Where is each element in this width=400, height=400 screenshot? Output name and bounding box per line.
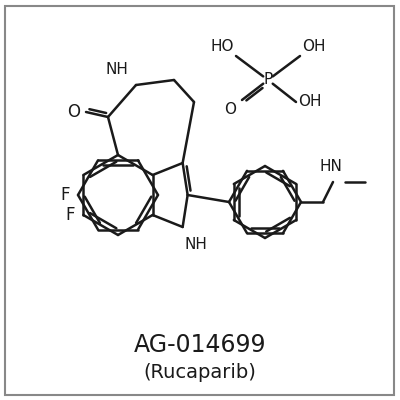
Text: NH: NH xyxy=(105,62,128,77)
Text: OH: OH xyxy=(298,94,322,110)
Text: O: O xyxy=(224,102,236,117)
Text: OH: OH xyxy=(302,39,326,54)
Text: (Rucaparib): (Rucaparib) xyxy=(144,362,256,382)
Text: O: O xyxy=(67,103,80,121)
Text: F: F xyxy=(66,206,75,224)
Text: F: F xyxy=(60,186,70,204)
Text: P: P xyxy=(263,72,273,88)
Text: HO: HO xyxy=(210,39,234,54)
Text: NH: NH xyxy=(185,237,208,252)
FancyBboxPatch shape xyxy=(5,6,394,395)
Text: AG-014699: AG-014699 xyxy=(134,333,266,357)
Text: HN: HN xyxy=(320,159,342,174)
